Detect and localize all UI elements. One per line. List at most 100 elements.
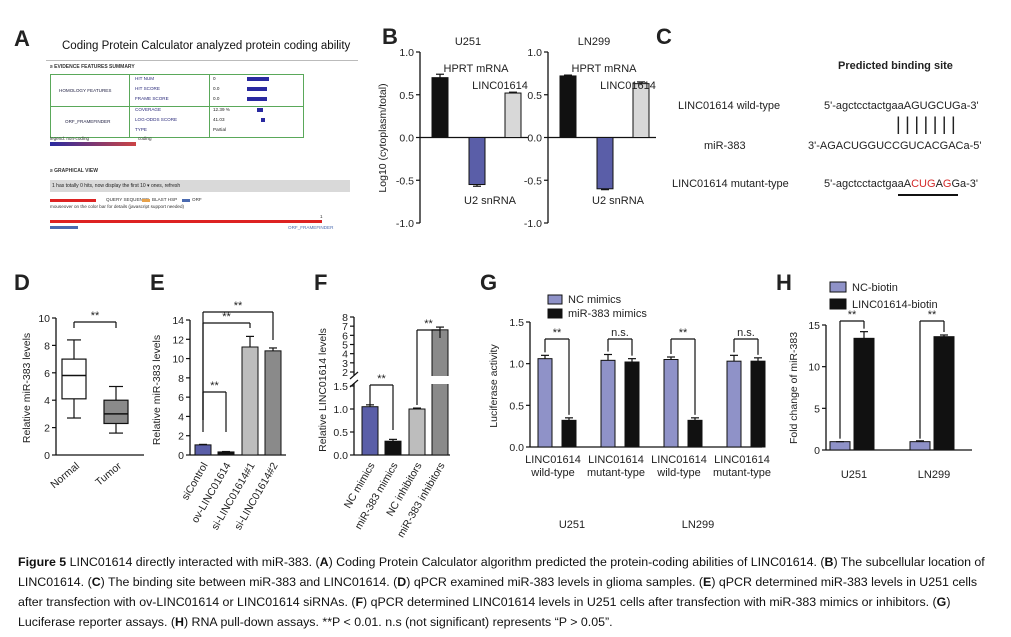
- d-tick-label: 2: [44, 423, 50, 435]
- x-tick-label-g: mutant-type: [713, 467, 771, 479]
- bar-e: [217, 451, 235, 456]
- orf-bar[interactable]: [50, 226, 78, 229]
- group-label-g: U251: [559, 519, 585, 531]
- caption-e: E: [703, 575, 712, 589]
- b-B1-tick-label: 0.0: [399, 133, 414, 145]
- legend-label-h: NC-biotin: [852, 282, 898, 294]
- g-tick-label: 0.0: [509, 442, 524, 454]
- panel-label-a: A: [14, 26, 30, 51]
- mut-a1: A: [903, 178, 912, 190]
- row-name: COVERAGE: [135, 107, 162, 112]
- bar-e: [194, 444, 212, 456]
- bar-f: [384, 440, 402, 456]
- bar-break-f: [431, 376, 449, 384]
- x-tick-label-h: LN299: [918, 469, 950, 481]
- b-B2-tick-label: 1.0: [527, 47, 542, 59]
- bar-h: [829, 441, 851, 451]
- b-B1-tick-label: -0.5: [396, 175, 414, 187]
- row-value: 12.39 %: [213, 107, 230, 112]
- caption-g: G: [936, 595, 947, 609]
- d-tick-label: 10: [38, 313, 50, 325]
- caption-fig: Figure 5: [18, 555, 67, 569]
- x-tick-label-g: LINC01614: [588, 454, 644, 466]
- d-tick-label: 0: [44, 450, 50, 462]
- b-B2-tick-label: -1.0: [524, 218, 542, 230]
- g0-significance-label: **: [553, 327, 562, 339]
- box-body: [103, 399, 129, 425]
- mut-g: G: [942, 178, 952, 190]
- y-axis-label-h: Fold change of miR-383: [788, 332, 800, 444]
- legend-noncoding: legend: non-coding: [50, 136, 90, 141]
- f-tick-label: 0.0: [333, 450, 348, 462]
- bar-g: [663, 359, 679, 448]
- bar-h: [853, 337, 875, 451]
- panel-label-f: F: [314, 270, 328, 295]
- binding-site-header: Predicted binding site: [838, 60, 953, 72]
- row-value: 0: [213, 76, 216, 81]
- row-value: 41.03: [213, 117, 225, 122]
- mut-sequence: 5'-agctcctactgaaACUGAGGa-3': [824, 178, 978, 190]
- bar-g: [687, 419, 703, 448]
- e-tick-label: 4: [178, 411, 184, 423]
- bar-label-B2: HPRT mRNA: [572, 63, 638, 75]
- x-tick-label-g: LINC01614: [714, 454, 770, 466]
- caption-c: C: [91, 575, 101, 589]
- legend-swatch-g: [547, 308, 563, 319]
- orf-label: ORF_FRAMEFINDER: [288, 225, 334, 230]
- g3-significance-label: n.s.: [737, 327, 755, 339]
- e1-significance-label: **: [210, 380, 219, 392]
- e3-significance-label: **: [234, 300, 243, 312]
- legend-query: QUERY SEQUENCE: [106, 197, 150, 202]
- evidence-header: ≥ EVIDENCE FEATURES SUMMARY: [50, 64, 135, 70]
- hits-text: 1 has totally 0 hits, now display the fi…: [52, 183, 181, 189]
- caption-text: ) RNA pull-down assays. **P < 0.01. n.s …: [183, 615, 613, 629]
- score-bar: [247, 77, 269, 81]
- legend-orf: ORF: [192, 197, 202, 202]
- mut-g2: G: [951, 178, 961, 190]
- caption-text: ) qPCR examined miR-383 levels in glioma…: [406, 575, 704, 589]
- query-sequence-bar[interactable]: [50, 220, 322, 223]
- f-tick-label: 3: [342, 358, 348, 370]
- bar-B2: [596, 137, 614, 190]
- x-tick-label-g: LINC01614: [525, 454, 581, 466]
- graphical-header: ≥ GRAPHICAL VIEW: [50, 168, 98, 174]
- caption-text: ) qPCR determined miR-383 levels in U251…: [18, 575, 978, 609]
- row-value: Partial: [213, 127, 227, 132]
- e-tick-label: 8: [178, 373, 184, 385]
- mir-label: miR-383: [704, 140, 746, 152]
- chart-title-B2: LN299: [578, 36, 610, 48]
- mut-label: LINC01614 mutant-type: [672, 178, 789, 190]
- caption-d: D: [397, 575, 407, 589]
- row-name: HIT NUM: [135, 76, 155, 81]
- bar-g: [750, 360, 766, 448]
- caption-text: ) qPCR determined LINC01614 levels in U2…: [363, 595, 937, 609]
- legend-swatch-h: [829, 281, 847, 293]
- bar-label-B1: LINC01614: [472, 80, 528, 92]
- bar-B2: [559, 75, 577, 139]
- bar-B1: [468, 137, 486, 186]
- pairing-lines: |||||||: [896, 114, 961, 134]
- mut-underline: [898, 194, 958, 196]
- mut-a2: A: [935, 178, 943, 190]
- bar-h: [933, 336, 955, 451]
- e-tick-label: 14: [172, 315, 184, 327]
- f-tick-label: 0.5: [333, 427, 348, 439]
- bar-B1: [504, 92, 522, 138]
- legend-swatch-h: [829, 298, 847, 310]
- y-axis-label-B1: Log10 (cytoplasm/total): [377, 83, 389, 192]
- legend-coding: coding: [138, 136, 152, 141]
- caption-text: ) Luciferase reporter assays. (: [18, 595, 951, 629]
- f1-significance-label: **: [377, 373, 386, 385]
- caption-b: B: [824, 555, 834, 569]
- figure-charts: U251 -1.0 -0.5 0.0 0.5 1.0 Log10 (cytoplasm/to…: [21, 36, 972, 540]
- wt-post: a-3': [960, 100, 979, 112]
- panel-label-d: D: [14, 270, 30, 295]
- row-name: FRAME SCORE: [135, 96, 169, 101]
- e-tick-label: 10: [172, 354, 184, 366]
- group-orf: ORF_FRAMEFINDER: [65, 119, 111, 124]
- d-significance-label: **: [91, 310, 100, 322]
- bar-label-B1: HPRT mRNA: [444, 63, 510, 75]
- wt-pre: 5'-agctcctactgaa: [824, 100, 904, 112]
- h-tick-label: 0: [814, 445, 820, 457]
- y-axis-label-d: Relative miR-383 levels: [21, 333, 33, 443]
